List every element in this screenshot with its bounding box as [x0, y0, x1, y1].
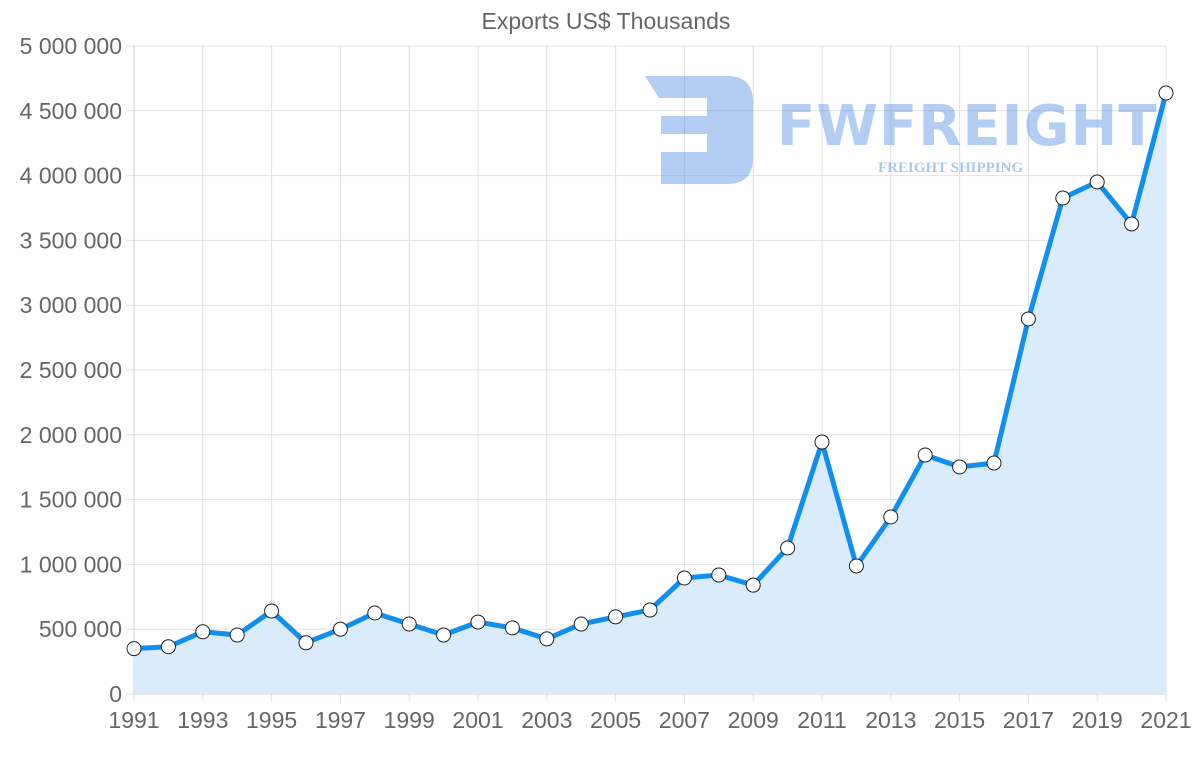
data-point-marker[interactable]: [1020, 311, 1036, 327]
y-tick-label: 0: [109, 681, 122, 707]
x-tick-label: 2003: [521, 707, 572, 733]
data-point-marker[interactable]: [195, 624, 211, 640]
data-point-marker[interactable]: [436, 627, 452, 643]
y-tick-label: 500 000: [39, 616, 122, 642]
x-tick-label: 1997: [315, 707, 366, 733]
y-tick-label: 2 000 000: [20, 422, 122, 448]
data-point-marker[interactable]: [917, 447, 933, 463]
data-point-marker[interactable]: [1055, 190, 1071, 206]
x-tick-label: 2007: [659, 707, 710, 733]
data-point-marker[interactable]: [608, 609, 624, 625]
x-tick-label: 2015: [934, 707, 985, 733]
y-tick-label: 1 000 000: [20, 551, 122, 577]
data-point-marker[interactable]: [229, 627, 245, 643]
data-points: [126, 85, 1174, 657]
x-tick-label: 2009: [728, 707, 779, 733]
data-point-marker[interactable]: [883, 509, 899, 525]
chart-title: Exports US$ Thousands: [481, 8, 731, 34]
data-point-marker[interactable]: [848, 558, 864, 574]
x-tick-label: 2005: [590, 707, 641, 733]
data-point-marker[interactable]: [711, 567, 727, 583]
y-tick-label: 2 500 000: [20, 357, 122, 383]
area-fill: [134, 93, 1166, 694]
y-tick-label: 5 000 000: [20, 33, 122, 59]
x-tick-label: 1999: [384, 707, 435, 733]
data-point-marker[interactable]: [470, 614, 486, 630]
data-point-marker[interactable]: [504, 620, 520, 636]
y-tick-label: 1 500 000: [20, 487, 122, 513]
x-tick-label: 2013: [865, 707, 916, 733]
data-point-marker[interactable]: [367, 605, 383, 621]
x-tick-label: 2019: [1072, 707, 1123, 733]
x-tick-label: 1993: [177, 707, 228, 733]
data-point-marker[interactable]: [539, 631, 555, 647]
data-point-marker[interactable]: [573, 616, 589, 632]
data-point-marker[interactable]: [986, 455, 1002, 471]
data-point-marker[interactable]: [676, 570, 692, 586]
data-point-marker[interactable]: [780, 540, 796, 556]
data-point-marker[interactable]: [1089, 174, 1105, 190]
data-point-marker[interactable]: [401, 616, 417, 632]
x-tick-label: 1995: [246, 707, 297, 733]
x-axis: 1991 1993 1995 1997 1999 2001 2003 2005 2007 2009…: [108, 707, 1191, 733]
y-tick-label: 3 000 000: [20, 292, 122, 318]
data-point-marker[interactable]: [160, 639, 176, 655]
data-point-marker[interactable]: [126, 641, 142, 657]
y-tick-label: 3 500 000: [20, 227, 122, 253]
y-tick-label: 4 500 000: [20, 98, 122, 124]
x-tick-label: 2001: [452, 707, 503, 733]
x-tick-label: 2021: [1140, 707, 1191, 733]
data-point-marker[interactable]: [264, 603, 280, 619]
data-point-marker[interactable]: [745, 577, 761, 593]
data-point-marker[interactable]: [332, 621, 348, 637]
x-tick-label: 2017: [1003, 707, 1054, 733]
data-point-marker[interactable]: [642, 602, 658, 618]
y-axis: 0 500 000 1 000 000 1 500 000 2 000 000 2 500…: [20, 33, 122, 707]
x-tick-label: 1991: [108, 707, 159, 733]
y-tick-label: 4 000 000: [20, 163, 122, 189]
data-point-marker[interactable]: [298, 635, 314, 651]
data-point-marker[interactable]: [1158, 85, 1174, 101]
data-point-marker[interactable]: [814, 434, 830, 450]
x-tick-label: 2011: [797, 707, 846, 733]
data-point-marker[interactable]: [1124, 216, 1140, 232]
data-point-marker[interactable]: [952, 459, 968, 475]
